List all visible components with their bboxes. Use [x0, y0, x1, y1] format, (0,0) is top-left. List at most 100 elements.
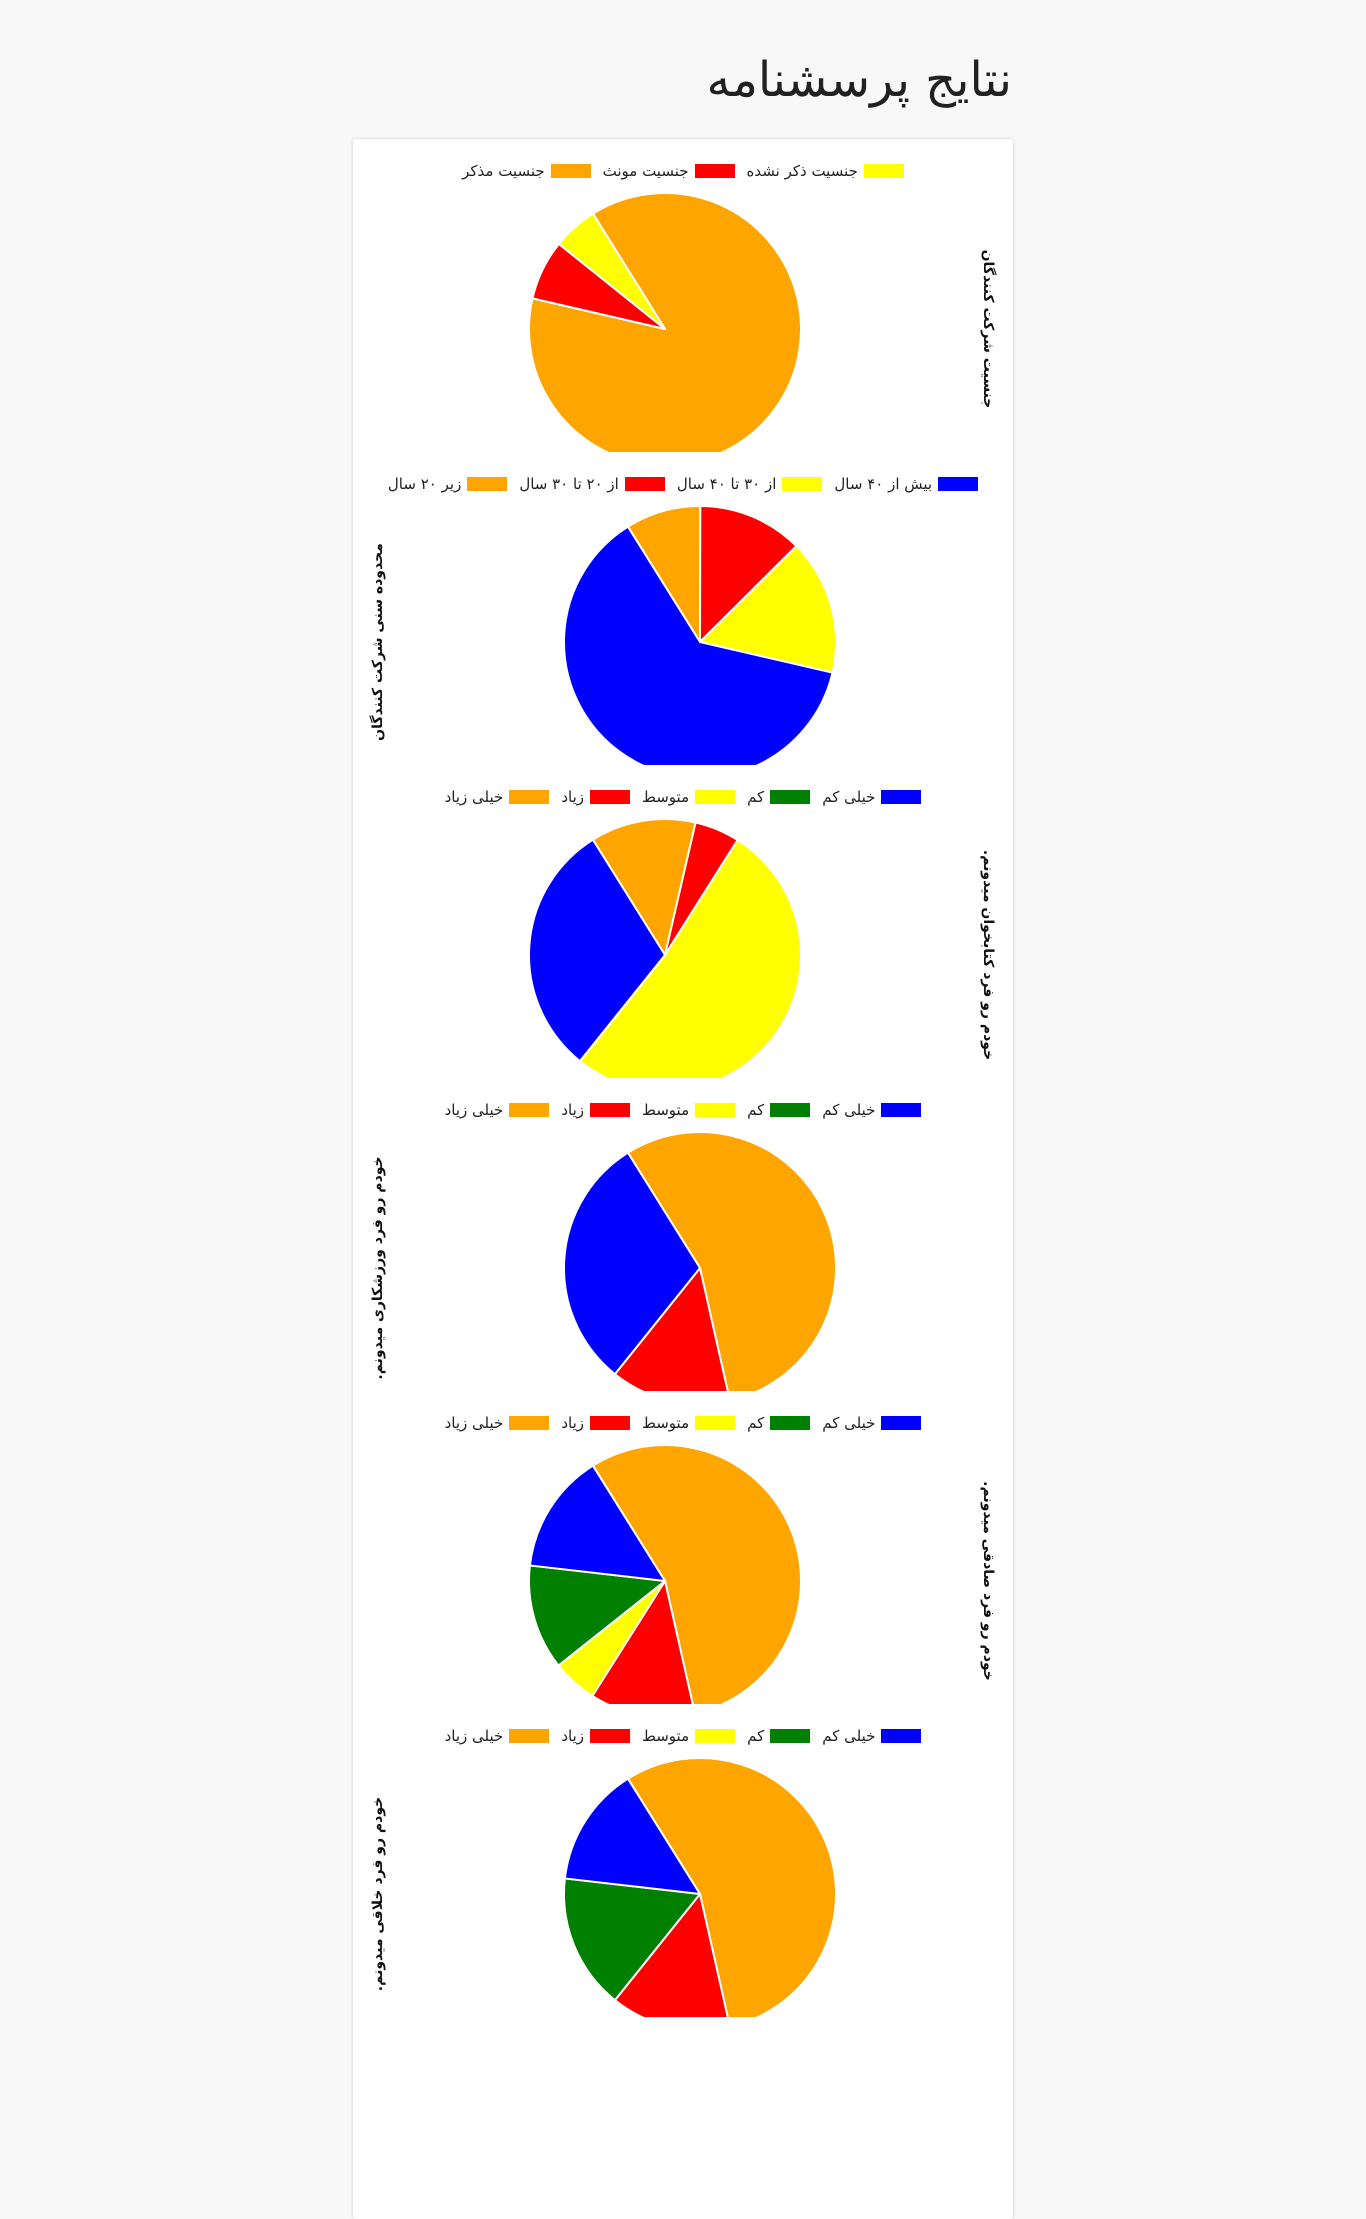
- legend-label: از ۲۰ تا ۳۰ سال: [519, 475, 619, 493]
- legend-color-swatch: [770, 1729, 811, 1743]
- legend-item[interactable]: جنسیت مذکر: [462, 162, 591, 180]
- legend-color-swatch: [467, 477, 508, 491]
- results-card: جنسیت مذکر جنسیت مونث جنسیت ذکر نشده جنسیت…: [353, 139, 1013, 2219]
- legend-color-swatch: [695, 790, 736, 804]
- legend-item[interactable]: بیش از ۴۰ سال: [834, 475, 979, 493]
- pie-slice[interactable]: [528, 192, 802, 452]
- legend-color-swatch: [624, 477, 665, 491]
- legend-item[interactable]: زیاد: [561, 1727, 630, 1745]
- legend-label: کم: [747, 1414, 765, 1432]
- pie-slice[interactable]: [626, 1757, 838, 2017]
- legend-item[interactable]: خیلی زیاد: [445, 788, 550, 806]
- legend-color-swatch: [589, 1729, 630, 1743]
- pie-slice[interactable]: [613, 1267, 730, 1391]
- chart-creative: خیلی زیاد زیاد متوسط کم خیلی کم خودم رو فرد …: [353, 1704, 1013, 2017]
- pie-slice[interactable]: [591, 1444, 803, 1704]
- legend-label: جنسیت ذکر نشده: [746, 162, 858, 180]
- legend-item[interactable]: جنسیت ذکر نشده: [747, 162, 904, 180]
- legend-item[interactable]: کم: [747, 1101, 811, 1119]
- page-title: نتایج پرسشنامه: [706, 52, 1012, 108]
- legend-item[interactable]: متوسط: [642, 1101, 736, 1119]
- chart-honest: خیلی زیاد زیاد متوسط کم خیلی کم خودم رو فرد …: [353, 1391, 1013, 1704]
- legend-item[interactable]: کم: [747, 1727, 811, 1745]
- legend-color-swatch: [881, 1416, 922, 1430]
- legend-item[interactable]: خیلی کم: [822, 788, 922, 806]
- legend-label: زیاد: [561, 788, 584, 806]
- chart-athletic: خیلی زیاد زیاد متوسط کم خیلی کم خودم رو فرد …: [353, 1078, 1013, 1391]
- legend-item[interactable]: خیلی زیاد: [445, 1101, 550, 1119]
- legend-label: کم: [747, 788, 765, 806]
- legend-color-swatch: [770, 790, 811, 804]
- legend-item[interactable]: متوسط: [641, 1727, 736, 1745]
- legend-label: زیاد: [561, 1727, 584, 1745]
- legend-item[interactable]: خیلی کم: [822, 1727, 922, 1745]
- pie-slice[interactable]: [528, 1464, 666, 1582]
- legend-item[interactable]: از ۳۰ تا ۴۰ سال: [677, 475, 823, 493]
- pie-slice[interactable]: [578, 839, 802, 1078]
- legend-label: خیلی کم: [822, 1101, 876, 1119]
- pie-slice[interactable]: [699, 505, 798, 643]
- legend-item[interactable]: کم: [747, 1414, 811, 1432]
- pie-chart[interactable]: [353, 1078, 1013, 1391]
- pie-slice[interactable]: [528, 1564, 666, 1667]
- legend-item[interactable]: جنسیت مونث: [603, 162, 735, 180]
- legend-item[interactable]: کم: [747, 788, 811, 806]
- legend-item[interactable]: متوسط: [642, 1414, 736, 1432]
- chart-title: خودم رو فرد ورزشکاری میدونم.: [370, 1156, 386, 1380]
- legend-color-swatch: [509, 790, 550, 804]
- legend-item[interactable]: خیلی زیاد: [445, 1414, 550, 1432]
- pie-slice[interactable]: [563, 1877, 701, 2002]
- pie-slice[interactable]: [557, 212, 666, 330]
- legend-label: متوسط: [641, 788, 690, 806]
- legend-label: از ۳۰ تا ۴۰ سال: [676, 475, 777, 493]
- chart-reader: خیلی زیاد زیاد متوسط کم خیلی کم خودم رو فرد …: [353, 765, 1013, 1078]
- legend-color-swatch: [770, 1416, 811, 1430]
- chart-legend: خیلی زیاد زیاد متوسط کم خیلی کم: [353, 1411, 1013, 1435]
- legend-item[interactable]: زیر ۲۰ سال: [388, 475, 508, 493]
- pie-slice[interactable]: [528, 838, 666, 1063]
- legend-label: خیلی کم: [822, 1727, 876, 1745]
- pie-chart[interactable]: [353, 452, 1013, 765]
- legend-item[interactable]: متوسط: [641, 788, 736, 806]
- legend-item[interactable]: از ۲۰ تا ۳۰ سال: [519, 475, 665, 493]
- pie-slice[interactable]: [563, 1151, 701, 1376]
- legend-item[interactable]: زیاد: [561, 788, 630, 806]
- pie-chart[interactable]: [353, 765, 1013, 1078]
- pie-chart[interactable]: [353, 1704, 1013, 2017]
- pie-slice[interactable]: [626, 1131, 838, 1391]
- legend-color-swatch: [695, 1103, 736, 1117]
- legend-color-swatch: [881, 1103, 922, 1117]
- legend-label: جنسیت مذکر: [462, 162, 545, 180]
- chart-age-range: زیر ۲۰ سال از ۲۰ تا ۳۰ سال از ۳۰ تا ۴۰ سال…: [353, 452, 1013, 765]
- chart-legend: جنسیت مذکر جنسیت مونث جنسیت ذکر نشده: [353, 159, 1013, 183]
- legend-color-swatch: [694, 164, 735, 178]
- pie-chart[interactable]: [353, 1391, 1013, 1704]
- chart-legend: زیر ۲۰ سال از ۲۰ تا ۳۰ سال از ۳۰ تا ۴۰ سال…: [353, 472, 1013, 496]
- pie-slice[interactable]: [699, 545, 837, 674]
- pie-chart[interactable]: [353, 139, 1013, 452]
- pie-slice[interactable]: [613, 1893, 730, 2017]
- legend-label: متوسط: [641, 1727, 690, 1745]
- pie-slice[interactable]: [591, 1580, 695, 1704]
- legend-color-swatch: [589, 1103, 630, 1117]
- legend-label: خیلی کم: [822, 1414, 876, 1432]
- legend-item[interactable]: خیلی زیاد: [445, 1727, 550, 1745]
- legend-item[interactable]: خیلی کم: [822, 1414, 922, 1432]
- chart-title: جنسیت شرکت کنندگان: [980, 249, 996, 409]
- chart-gender: جنسیت مذکر جنسیت مونث جنسیت ذکر نشده جنسیت…: [353, 139, 1013, 452]
- legend-label: بیش از ۴۰ سال: [834, 475, 933, 493]
- legend-label: کم: [747, 1101, 765, 1119]
- legend-color-swatch: [863, 164, 904, 178]
- legend-label: خیلی زیاد: [444, 1101, 504, 1119]
- pie-slice[interactable]: [591, 818, 697, 956]
- legend-item[interactable]: خیلی کم: [822, 1101, 922, 1119]
- legend-item[interactable]: زیاد: [561, 1101, 630, 1119]
- legend-item[interactable]: زیاد: [561, 1414, 630, 1432]
- pie-slice[interactable]: [563, 525, 834, 765]
- pie-slice[interactable]: [563, 1777, 701, 1895]
- legend-label: خیلی زیاد: [444, 1727, 504, 1745]
- legend-color-swatch: [509, 1416, 550, 1430]
- legend-label: زیاد: [561, 1414, 584, 1432]
- legend-label: خیلی کم: [822, 788, 876, 806]
- legend-color-swatch: [589, 790, 630, 804]
